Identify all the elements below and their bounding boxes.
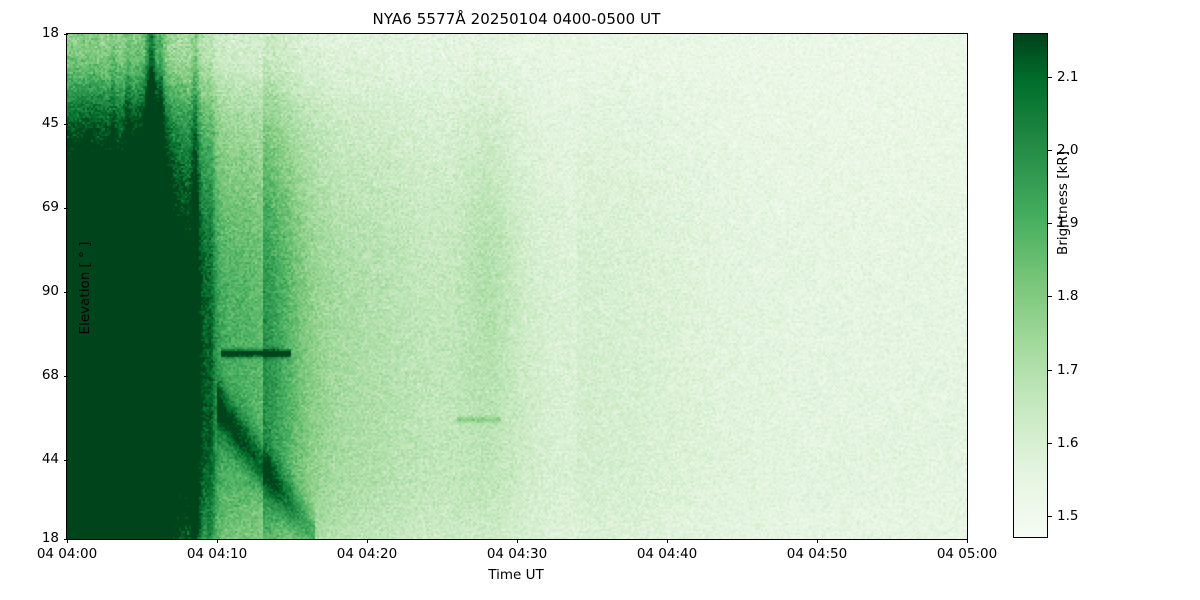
colorbar-tick-mark bbox=[1048, 76, 1052, 78]
keogram-heatmap[interactable] bbox=[67, 34, 967, 539]
y-tick-mark bbox=[63, 459, 68, 461]
x-tick-mark bbox=[816, 539, 818, 543]
y-tick-mark bbox=[63, 124, 68, 125]
y-tick-mark bbox=[63, 291, 68, 293]
colorbar-label: Brightness [kR] bbox=[1055, 151, 1071, 255]
x-axis-label: Time UT bbox=[488, 567, 544, 583]
y-tick-label: 18 bbox=[41, 530, 59, 546]
x-tick-mark bbox=[667, 539, 668, 543]
colorbar-tick-label: 1.8 bbox=[1057, 288, 1079, 305]
x-tick-mark bbox=[217, 539, 218, 543]
x-tick-label: 04 04:20 bbox=[336, 546, 398, 562]
x-tick-label: 04 04:30 bbox=[486, 546, 548, 562]
keogram-plot-area[interactable]: 18 45 69 90 68 44 18 04 04:00 04 04:10 04 04:20 0… bbox=[37, 25, 997, 562]
colorbar-tick-label: 2.0 bbox=[1057, 142, 1079, 159]
colorbar-tick-label: 1.6 bbox=[1057, 434, 1079, 451]
colorbar-canvas bbox=[1014, 34, 1047, 537]
colorbar-tick-label: 2.1 bbox=[1057, 68, 1079, 85]
colorbar[interactable]: 1.5 1.6 1.7 1.8 1.9 2.0 2.1 bbox=[1013, 33, 1078, 538]
y-tick-label: 18 bbox=[41, 25, 59, 41]
colorbar-tick-mark bbox=[1048, 442, 1052, 444]
x-tick-label: 04 04:40 bbox=[636, 546, 698, 562]
colorbar-tick-label: 1.5 bbox=[1057, 508, 1079, 525]
colorbar-tick-label: 1.7 bbox=[1057, 361, 1079, 378]
y-tick-label: 44 bbox=[41, 450, 59, 467]
colorbar-tick-mark bbox=[1048, 516, 1052, 518]
colorbar-tick-mark bbox=[1048, 369, 1052, 371]
colorbar-tick-mark bbox=[1048, 296, 1052, 298]
x-tick-label: 04 05:00 bbox=[936, 546, 998, 562]
x-tick-mark bbox=[967, 539, 968, 543]
y-axis-label: Elevation [ ° ] bbox=[77, 241, 93, 335]
colorbar-gradient bbox=[1013, 33, 1048, 538]
y-tick-mark bbox=[63, 539, 68, 540]
colorbar-tick-mark bbox=[1048, 150, 1052, 152]
y-tick-label: 45 bbox=[41, 115, 59, 131]
y-tick-mark bbox=[63, 207, 68, 209]
x-tick-mark bbox=[366, 539, 368, 543]
y-tick-label: 68 bbox=[41, 367, 59, 383]
x-tick-mark bbox=[67, 539, 68, 543]
y-tick-label: 90 bbox=[41, 282, 59, 299]
page-title: NYA6 5577Å 20250104 0400-0500 UT bbox=[372, 10, 661, 28]
colorbar-tick-label: 1.9 bbox=[1057, 215, 1079, 232]
x-tick-label: 04 04:50 bbox=[786, 546, 848, 562]
y-tick-mark bbox=[63, 34, 68, 35]
colorbar-tick-mark bbox=[1048, 223, 1052, 225]
x-tick-label: 04 04:00 bbox=[36, 546, 98, 562]
x-tick-label: 04 04:10 bbox=[186, 546, 248, 562]
x-tick-mark bbox=[517, 539, 518, 543]
y-tick-label: 69 bbox=[41, 198, 59, 215]
y-tick-mark bbox=[63, 376, 68, 377]
